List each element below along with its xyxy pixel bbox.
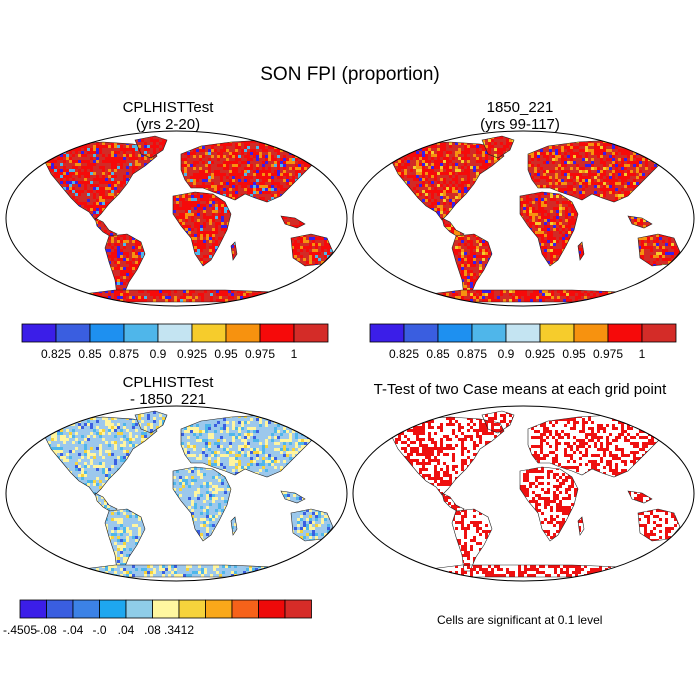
colorbar-tick-label: -.04 (63, 623, 84, 637)
colorbar-tick-label: 0.925 (177, 347, 207, 361)
colorbar-box (157, 323, 193, 343)
colorbar-box (123, 323, 159, 343)
colorbar-tick-label: 1 (291, 347, 298, 361)
colorbar-box (231, 599, 259, 619)
colorbar-box (641, 323, 677, 343)
colorbar-tick-label: 0.9 (498, 347, 515, 361)
panel-title-line: CPLHISTTest (122, 374, 214, 391)
colorbar-box (539, 323, 575, 343)
colorbar-tick-label: .3412 (164, 623, 194, 637)
colorbar-tick-label: .04 (118, 623, 135, 637)
map-border (352, 130, 695, 307)
landmass-eurasia (180, 139, 328, 203)
colorbar-box (191, 323, 227, 343)
figure-title: SON FPI (proportion) (260, 64, 440, 85)
colorbar-tick-label: 0.95 (214, 347, 238, 361)
colorbar-difference: -.4505 -.08 -.04 -.0 .04 .08.3412 (3, 599, 312, 637)
colorbar-box (99, 599, 127, 619)
panel-title-top-right: 1850_221 (yrs 99-117) (410, 99, 630, 133)
colorbar-box (46, 599, 74, 619)
colorbar-tick-label: 0.825 (41, 347, 71, 361)
panel-subtitle-line: - 1850_221 (130, 391, 206, 408)
colorbar-box (259, 323, 295, 343)
panel-title-line: 1850_221 (486, 99, 554, 116)
colorbar-tick-label: 1 (639, 347, 646, 361)
landmass-madagascar (577, 516, 585, 536)
map-border (5, 130, 348, 307)
map-border (5, 405, 348, 582)
colorbar-box (89, 323, 125, 343)
panel-title-line: CPLHISTTest (122, 99, 214, 116)
map-border (352, 405, 695, 582)
colorbar-tick-label: -.0 (92, 623, 106, 637)
colorbar-box (125, 599, 153, 619)
colorbar-tick-label: 0.85 (78, 347, 102, 361)
colorbar-tick-label: .08 (144, 623, 161, 637)
colorbar-box (21, 323, 57, 343)
panel-title-bottom-right: T-Test of two Case means at each grid po… (360, 381, 680, 398)
colorbar-tick-label: 0.875 (457, 347, 487, 361)
landmass-antarctica (421, 289, 653, 303)
colorbar-box (178, 599, 206, 619)
colorbar-box (505, 323, 541, 343)
colorbar-tick-label: 0.9 (150, 347, 167, 361)
colorbar-tick-label: 0.975 (245, 347, 275, 361)
colorbar-box (258, 599, 286, 619)
landmass-madagascar (577, 241, 585, 261)
colorbar-box (72, 599, 100, 619)
colorbar-tick-label: 0.825 (389, 347, 419, 361)
map-panel-difference (5, 405, 348, 582)
colorbar-tick-label: 0.975 (593, 347, 623, 361)
colorbar-box (19, 599, 47, 619)
panel-title-top-left: CPLHISTTest (yrs 2-20) (58, 99, 278, 133)
panel-subtitle-line: (yrs 2-20) (135, 116, 201, 133)
colorbar-tick-label: 0.85 (426, 347, 450, 361)
colorbar-box (225, 323, 261, 343)
panel-title-bottom-left: CPLHISTTest - 1850_221 (58, 374, 278, 408)
landmass-antarctica (74, 289, 306, 303)
colorbar-tick-label: 0.875 (109, 347, 139, 361)
map-panel-1850-221 (352, 130, 695, 307)
colorbar-tick-label: 0.925 (525, 347, 555, 361)
panel-title-line: T-Test of two Case means at each grid po… (373, 381, 667, 398)
significance-note: Cells are significant at 0.1 level (437, 613, 603, 627)
landmass-australia (637, 233, 681, 267)
colorbar-top-right: 0.825 0.85 0.875 0.9 0.925 0.95 0.975 1 (369, 323, 677, 361)
panel-subtitle-line: (yrs 99-117) (480, 116, 560, 133)
colorbar-box (573, 323, 609, 343)
colorbar-box (55, 323, 91, 343)
colorbar-box (293, 323, 329, 343)
colorbar-box (205, 599, 233, 619)
colorbar-box (607, 323, 643, 343)
map-panel-cplhisttest (5, 130, 348, 307)
colorbar-box (284, 599, 312, 619)
colorbar-tick-label: 0.95 (562, 347, 586, 361)
colorbar-tick-label: -.4505 (3, 623, 37, 637)
map-panel-ttest (352, 405, 695, 582)
colorbar-box (471, 323, 507, 343)
colorbar-box (437, 323, 473, 343)
colorbar-tick-label: -.08 (36, 623, 57, 637)
colorbar-box (369, 323, 405, 343)
colorbar-box (403, 323, 439, 343)
colorbar-top-left: 0.825 0.85 0.875 0.9 0.925 0.95 0.975 1 (21, 323, 329, 361)
colorbar-box (152, 599, 180, 619)
